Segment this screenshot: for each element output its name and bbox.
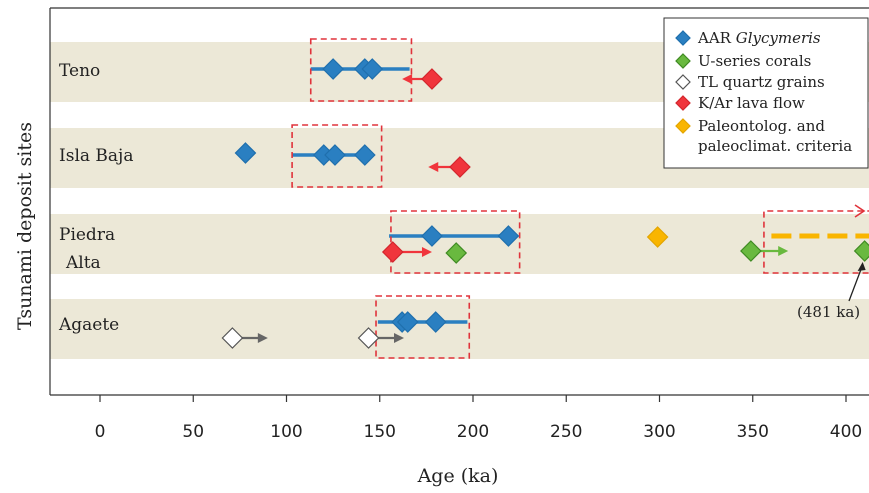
point-kar	[449, 156, 471, 178]
annotation-arrow-head	[857, 262, 866, 271]
age-arrow-head	[428, 162, 439, 172]
x-tick-label: 250	[550, 422, 582, 442]
site-band	[50, 214, 869, 274]
point-paleo	[646, 226, 669, 248]
site-band	[50, 299, 869, 359]
point-tl	[357, 327, 380, 349]
point-useries	[445, 242, 468, 264]
cluster-box	[390, 210, 521, 274]
legend-label: AAR Glycymeris	[697, 29, 821, 47]
legend-label: paleoclimat. criteria	[698, 137, 852, 155]
legend: AAR Glycymeris U-series corals TL quartz g…	[663, 17, 869, 169]
open-box-arrow	[854, 204, 866, 218]
y-axis-label: Tsunami deposit sites	[14, 122, 36, 330]
point-aar	[361, 58, 384, 80]
legend-label: K/Ar lava flow	[698, 94, 805, 112]
x-tick-label: 150	[364, 422, 396, 442]
point-aar	[234, 142, 257, 164]
x-axis-label: Age (ka)	[417, 465, 499, 487]
point-aar	[497, 225, 520, 247]
point-aar	[424, 311, 447, 333]
site-label: Alta	[65, 253, 101, 273]
legend-label: Paleontolog. and	[698, 117, 825, 135]
point-aar	[396, 311, 419, 333]
cluster-box	[375, 295, 471, 359]
site-label: Isla Baja	[59, 146, 133, 166]
annotation-arrow-line	[848, 264, 864, 302]
age-arrow-head	[402, 74, 413, 84]
legend-marker-aar	[675, 30, 691, 46]
legend-marker-useries	[675, 53, 691, 69]
point-tl	[221, 327, 244, 349]
point-aar	[324, 144, 346, 166]
x-axis-ticks: 0 50 100 150 200 250 300 350 400	[95, 395, 862, 442]
legend-marker-paleo	[675, 118, 691, 134]
legend-label: TL quartz grains	[698, 73, 825, 91]
point-useries	[853, 240, 869, 262]
site-label: Teno	[59, 61, 100, 81]
data-points	[221, 58, 869, 349]
age-arrow-head	[421, 247, 432, 257]
age-arrow-head	[778, 246, 789, 256]
site-label: Agaete	[58, 315, 119, 335]
legend-marker-tl	[675, 74, 691, 90]
cluster-box	[763, 210, 869, 274]
point-aar	[322, 58, 344, 80]
point-useries	[740, 240, 762, 262]
x-tick-label: 100	[270, 422, 302, 442]
legend-box	[663, 17, 869, 169]
x-tick-label: 300	[643, 422, 675, 442]
point-kar	[381, 241, 404, 263]
plot-frame	[49, 7, 869, 396]
cluster-box	[291, 124, 383, 188]
legend-label: U-series corals	[698, 52, 811, 70]
x-tick-label: 50	[182, 422, 204, 442]
age-arrow-head	[257, 333, 268, 343]
age-arrow-head	[393, 333, 404, 343]
annotation-text: (481 ka)	[797, 303, 860, 321]
x-tick-label: 400	[830, 422, 862, 442]
x-tick-label: 200	[457, 422, 489, 442]
point-aar	[421, 225, 443, 247]
point-aar	[353, 144, 376, 166]
cluster-box	[309, 38, 413, 102]
site-label: Piedra	[59, 225, 115, 245]
cluster-boxes	[291, 38, 869, 359]
x-tick-label: 350	[737, 422, 769, 442]
point-kar	[421, 68, 443, 90]
x-tick-label: 0	[95, 422, 106, 442]
site-labels: Teno Isla Baja Piedra Alta Agaete	[58, 61, 133, 335]
legend-marker-kar	[675, 95, 691, 111]
annotation: (481 ka)	[797, 262, 866, 321]
